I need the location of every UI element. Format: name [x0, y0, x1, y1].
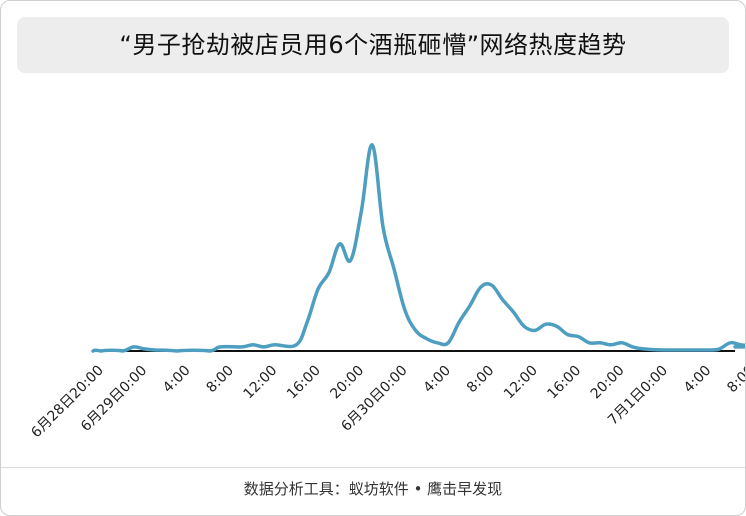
x-tick-label: 4:00 — [420, 363, 454, 397]
x-tick-label: 12:00 — [501, 363, 541, 403]
footer-credit: 数据分析工具：蚁坊软件 • 鹰击早发现 — [243, 480, 503, 498]
chart-title: “男子抢劫被店员用6个酒瓶砸懵”网络热度趋势 — [119, 31, 627, 59]
x-tick-label: 4:00 — [160, 363, 194, 397]
x-tick-label: 8:00 — [724, 363, 746, 397]
x-tick-label: 20:00 — [327, 363, 367, 403]
x-tick-label: 16:00 — [544, 363, 584, 403]
x-tick-label: 20:00 — [588, 363, 628, 403]
x-tick-label: 16:00 — [284, 363, 324, 403]
x-tick-label: 12:00 — [241, 363, 281, 403]
title-box: “男子抢劫被店员用6个酒瓶砸懵”网络热度趋势 — [17, 17, 729, 73]
x-tick-label: 8:00 — [203, 363, 237, 397]
x-tick-label: 8:00 — [464, 363, 498, 397]
footer-divider — [1, 467, 745, 468]
x-tick-label: 4:00 — [681, 363, 715, 397]
x-tick-label: 6月28日20:00 — [28, 363, 107, 442]
series-line — [91, 143, 745, 353]
